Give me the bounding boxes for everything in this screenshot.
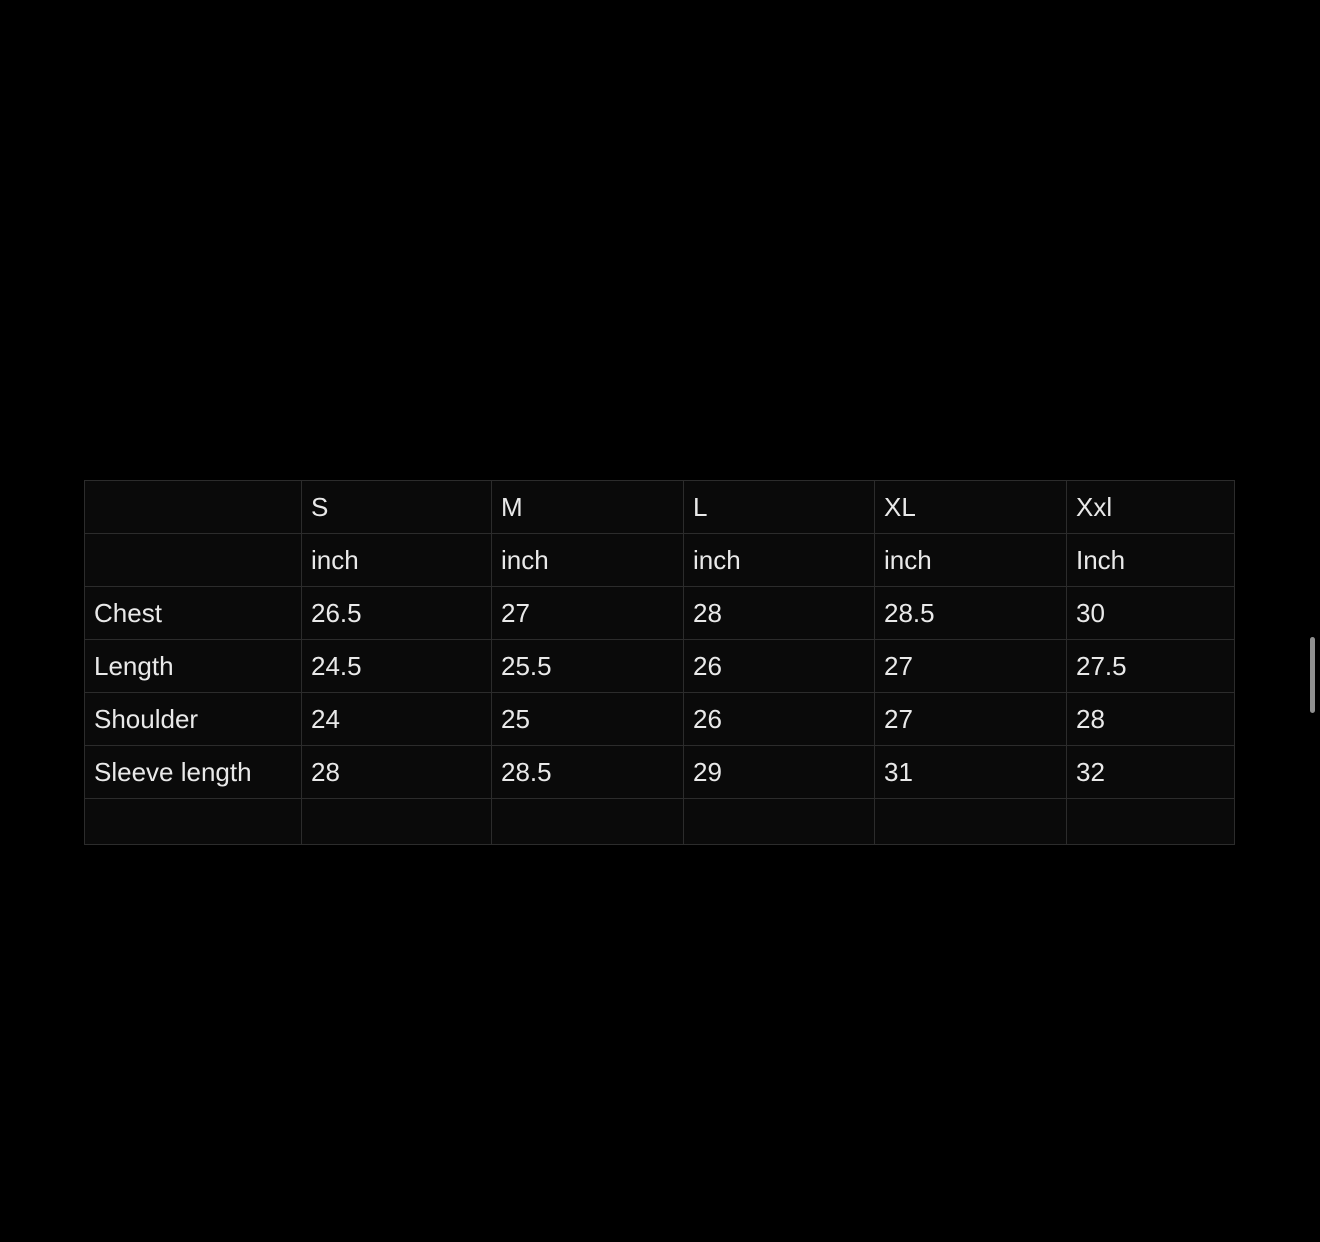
value-cell: 26 (683, 692, 875, 746)
table-row-shoulder: Shoulder 24 25 26 27 28 (84, 692, 1235, 746)
unit-cell: inch (491, 533, 684, 587)
value-cell: 28 (1066, 692, 1235, 746)
table-row-chest: Chest 26.5 27 28 28.5 30 (84, 586, 1235, 640)
size-chart-table: S M L XL Xxl inch inch inch inch Inch Ch… (84, 480, 1235, 845)
value-cell: 30 (1066, 586, 1235, 640)
value-cell: 31 (874, 745, 1067, 799)
value-cell: 28 (301, 745, 492, 799)
value-cell: 28.5 (491, 745, 684, 799)
value-cell: 27 (874, 639, 1067, 693)
row-label: Sleeve length (84, 745, 302, 799)
size-header-xxl: Xxl (1066, 480, 1235, 534)
value-cell: 27.5 (1066, 639, 1235, 693)
row-label: Shoulder (84, 692, 302, 746)
value-cell: 25 (491, 692, 684, 746)
size-header-l: L (683, 480, 875, 534)
value-cell: 24.5 (301, 639, 492, 693)
unit-cell: inch (874, 533, 1067, 587)
empty-cell (301, 798, 492, 845)
row-label: Length (84, 639, 302, 693)
unit-cell: inch (301, 533, 492, 587)
size-header-xl: XL (874, 480, 1067, 534)
empty-row (84, 798, 1235, 845)
empty-cell (491, 798, 684, 845)
empty-cell (84, 798, 302, 845)
empty-cell (683, 798, 875, 845)
value-cell: 32 (1066, 745, 1235, 799)
value-cell: 29 (683, 745, 875, 799)
unit-cell: inch (683, 533, 875, 587)
corner-cell (84, 533, 302, 587)
value-cell: 26 (683, 639, 875, 693)
empty-cell (1066, 798, 1235, 845)
corner-cell (84, 480, 302, 534)
table-row-sleeve-length: Sleeve length 28 28.5 29 31 32 (84, 745, 1235, 799)
unit-header-row: inch inch inch inch Inch (84, 533, 1235, 587)
unit-cell: Inch (1066, 533, 1235, 587)
empty-cell (874, 798, 1067, 845)
size-header-m: M (491, 480, 684, 534)
table-row-length: Length 24.5 25.5 26 27 27.5 (84, 639, 1235, 693)
value-cell: 25.5 (491, 639, 684, 693)
value-cell: 27 (491, 586, 684, 640)
value-cell: 28.5 (874, 586, 1067, 640)
value-cell: 24 (301, 692, 492, 746)
size-header-s: S (301, 480, 492, 534)
vertical-scrollbar-thumb[interactable] (1310, 637, 1315, 713)
size-header-row: S M L XL Xxl (84, 480, 1235, 534)
value-cell: 27 (874, 692, 1067, 746)
row-label: Chest (84, 586, 302, 640)
value-cell: 28 (683, 586, 875, 640)
value-cell: 26.5 (301, 586, 492, 640)
